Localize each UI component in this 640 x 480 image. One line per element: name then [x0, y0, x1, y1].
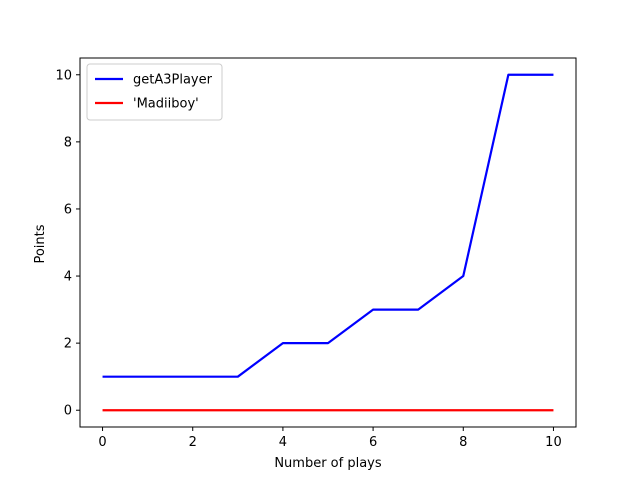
y-tick-label: 2	[64, 337, 72, 352]
x-tick-label: 10	[545, 435, 562, 450]
series-line-0	[102, 73, 554, 378]
y-tick-label: 10	[55, 68, 72, 83]
axes: 0 2 4 6 8 10 0 2 4 6 8 10	[55, 57, 577, 450]
x-tick-label: 6	[369, 435, 377, 450]
y-tick-label: 8	[64, 135, 72, 150]
plot-area	[102, 73, 554, 412]
y-tick-label: 4	[64, 270, 72, 285]
y-tick-label: 6	[64, 202, 72, 217]
x-tick-label: 2	[189, 435, 197, 450]
legend-label-0: getA3Player	[133, 73, 213, 88]
x-axis-label: Number of plays	[274, 456, 382, 471]
x-tick-label: 0	[98, 435, 106, 450]
legend-label-1: 'Madiiboy'	[133, 97, 199, 112]
legend: getA3Player 'Madiiboy'	[86, 63, 223, 121]
x-tick-label: 4	[279, 435, 287, 450]
axes-frame	[79, 57, 577, 428]
x-tick-label: 8	[459, 435, 467, 450]
y-tick-label: 0	[64, 404, 72, 419]
y-axis-label: Points	[33, 224, 48, 263]
